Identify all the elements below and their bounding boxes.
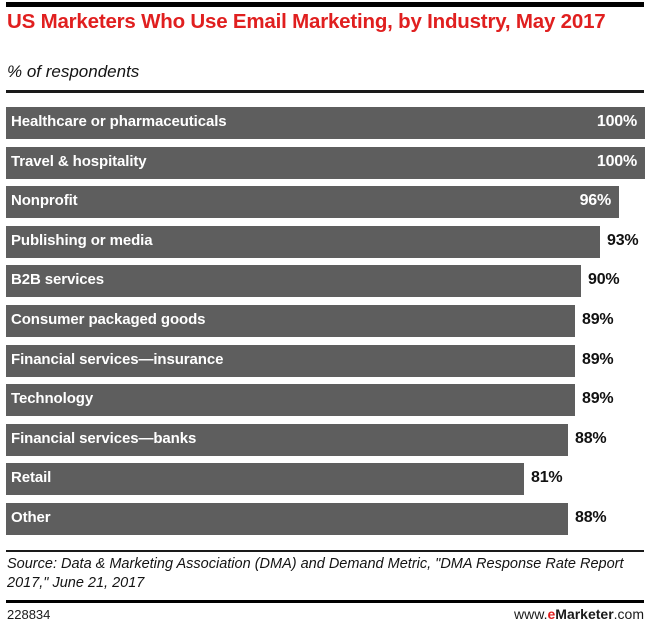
bar-value-label: 90%: [588, 271, 620, 288]
bar-row: Consumer packaged goods 89%: [0, 304, 650, 338]
bar-category-label: Technology: [11, 390, 94, 407]
bar-row: Financial services—banks 88%: [0, 423, 650, 457]
source-note: Source: Data & Marketing Association (DM…: [7, 556, 624, 591]
page-title: US Marketers Who Use Email Marketing, by…: [7, 10, 606, 33]
header-divider: [6, 90, 644, 93]
brand-marketer: Marketer: [555, 606, 614, 622]
bar-category-label: Financial services—banks: [11, 430, 197, 447]
bar-category-label: Nonprofit: [11, 192, 78, 209]
bar-value-label: 89%: [582, 311, 614, 328]
bar: [6, 345, 575, 377]
bar: [6, 503, 568, 535]
bar-category-label: Other: [11, 509, 51, 526]
bar-row: Travel & hospitality 100%: [0, 146, 650, 180]
bar-value-label: 100%: [596, 113, 637, 130]
bar-row: Financial services—insurance 89%: [0, 344, 650, 378]
bar: [6, 265, 581, 297]
bar-row: Technology 89%: [0, 383, 650, 417]
bar-category-label: Financial services—insurance: [11, 351, 224, 368]
bar-row: Other 88%: [0, 502, 650, 536]
source-divider: [6, 550, 644, 552]
bar: [6, 424, 568, 456]
bar-category-label: Travel & hospitality: [11, 153, 147, 170]
bar: [6, 186, 619, 218]
bar-row: Healthcare or pharmaceuticals 100%: [0, 106, 650, 140]
bar-value-label: 96%: [579, 192, 612, 209]
bar-row: Publishing or media 93%: [0, 225, 650, 259]
chart-subtitle: % of respondents: [7, 62, 140, 81]
emarketer-brand: www.eMarketer.com: [514, 605, 644, 623]
bar-value-label: 88%: [575, 509, 607, 526]
bar: [6, 305, 575, 337]
bar: [6, 463, 524, 495]
bar-category-label: B2B services: [11, 271, 105, 288]
footer-divider: [6, 600, 644, 603]
bar-value-label: 89%: [582, 351, 614, 368]
bar-value-label: 100%: [596, 153, 637, 170]
brand-e: e: [547, 606, 556, 622]
bar-category-label: Retail: [11, 469, 52, 486]
bar: [6, 147, 645, 179]
bar: [6, 384, 575, 416]
bar-value-label: 81%: [531, 469, 563, 486]
bar: [6, 226, 600, 258]
bar-row: Nonprofit 96%: [0, 185, 650, 219]
bar-category-label: Healthcare or pharmaceuticals: [11, 113, 227, 130]
bar-row: B2B services 90%: [0, 264, 650, 298]
bar-category-label: Consumer packaged goods: [11, 311, 206, 328]
top-divider: [6, 2, 644, 7]
brand-www: www.: [514, 606, 548, 622]
brand-tld: .com: [613, 606, 644, 622]
bar: [6, 107, 645, 139]
bar-chart: Healthcare or pharmaceuticals 100% Travel …: [0, 106, 650, 546]
bar-row: Retail 81%: [0, 462, 650, 496]
bar-category-label: Publishing or media: [11, 232, 153, 249]
chart-id: 228834: [7, 607, 51, 622]
bar-value-label: 89%: [582, 390, 614, 407]
bar-value-label: 93%: [607, 232, 639, 249]
bar-value-label: 88%: [575, 430, 607, 447]
